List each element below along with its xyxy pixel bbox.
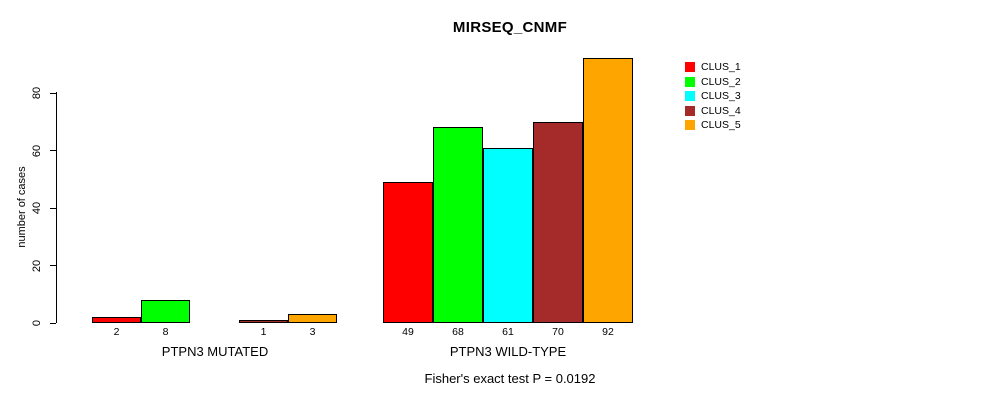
y-axis-title: number of cases <box>16 166 28 248</box>
group-label-mutated: PTPN3 MUTATED <box>161 344 269 359</box>
y-tick-label-0: 0 <box>31 319 43 327</box>
legend-label: CLUS_2 <box>701 75 741 88</box>
y-tick-mark-0 <box>50 322 56 324</box>
legend-label: CLUS_3 <box>701 90 741 103</box>
legend: CLUS_1 CLUS_2 CLUS_3 CLUS_4 CLUS_5 <box>685 61 741 134</box>
bar-value-label: 1 <box>260 326 267 338</box>
bar-clus_2-mutated <box>141 300 190 323</box>
bar-value-label: 68 <box>452 326 464 338</box>
legend-row-clus_4: CLUS_4 <box>685 105 741 117</box>
group-label-wild-type: PTPN3 WILD-TYPE <box>449 344 567 359</box>
bar-clus_4-wild-type <box>533 122 583 323</box>
bar-clus_1-mutated <box>92 317 141 323</box>
legend-row-clus_5: CLUS_5 <box>685 119 741 131</box>
y-tick-label-20: 20 <box>31 259 43 272</box>
legend-row-clus_2: CLUS_2 <box>685 76 741 88</box>
legend-swatch-clus_5 <box>685 120 695 131</box>
legend-swatch-clus_1 <box>685 62 695 72</box>
bar-value-label: 61 <box>502 326 514 338</box>
legend-label: CLUS_5 <box>701 119 741 132</box>
bar-clus_1-wild-type <box>383 182 433 323</box>
bar-clus_5-mutated <box>288 314 337 323</box>
y-axis-line <box>56 92 57 323</box>
y-tick-mark-80 <box>50 92 56 94</box>
legend-row-clus_3: CLUS_3 <box>685 90 741 102</box>
bar-clus_4-mutated <box>239 320 288 323</box>
bar-value-label: 3 <box>309 326 316 338</box>
y-tick-label-60: 60 <box>31 144 43 157</box>
y-tick-mark-20 <box>50 265 56 266</box>
legend-label: CLUS_1 <box>701 61 741 73</box>
bar-value-label: 49 <box>402 326 414 338</box>
bar-clus_2-wild-type <box>433 127 483 323</box>
legend-swatch-clus_4 <box>685 105 695 116</box>
y-tick-mark-40 <box>50 207 56 209</box>
legend-swatch-clus_3 <box>685 91 695 102</box>
bar-value-label: 8 <box>162 326 169 338</box>
y-tick-mark-60 <box>50 150 56 151</box>
bar-value-label: 92 <box>602 326 614 338</box>
bar-value-label: 2 <box>113 326 120 338</box>
chart-title: MIRSEQ_CNMF <box>452 19 568 36</box>
y-tick-label-80: 80 <box>31 86 43 100</box>
y-tick-label-40: 40 <box>31 201 43 215</box>
bar-clus_5-wild-type <box>583 58 633 323</box>
bar-value-label: 70 <box>552 326 564 338</box>
legend-label: CLUS_4 <box>701 104 741 117</box>
legend-swatch-clus_2 <box>685 76 695 87</box>
fisher-test-annotation: Fisher's exact test P = 0.0192 <box>424 371 596 386</box>
legend-row-clus_1: CLUS_1 <box>685 61 741 73</box>
bar-clus_3-wild-type <box>483 148 533 323</box>
